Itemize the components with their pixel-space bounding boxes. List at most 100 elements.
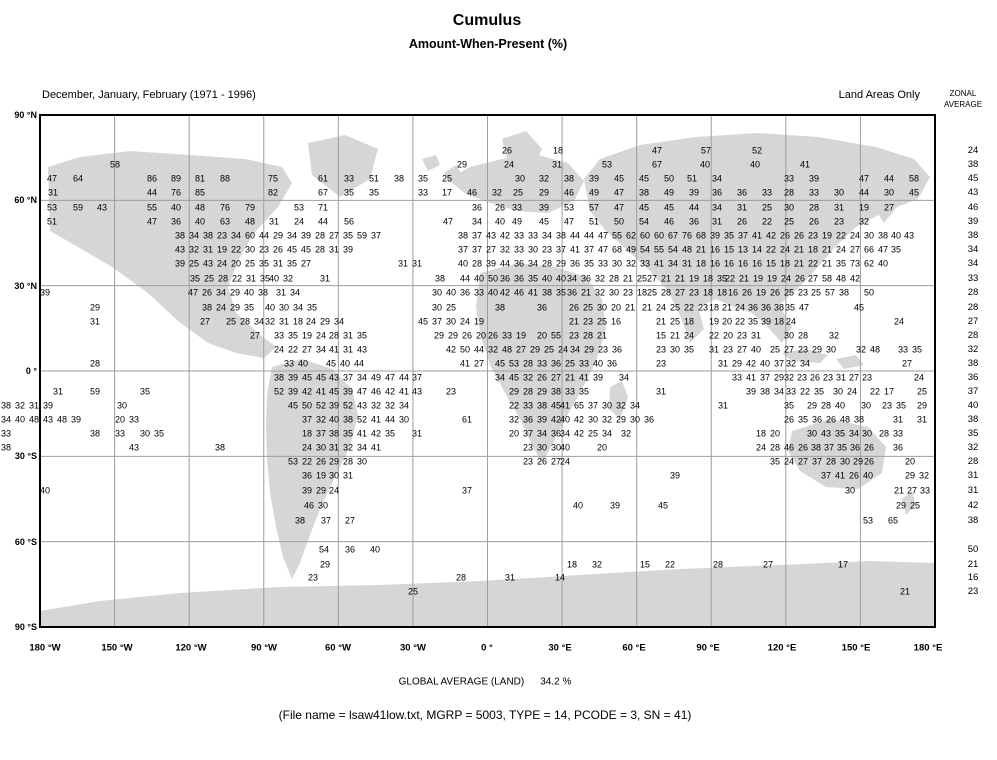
map-value: 41 [799, 159, 811, 170]
map-value: 37 [471, 230, 483, 241]
map-value: 38 [550, 386, 562, 397]
map-value: 55 [550, 330, 562, 341]
map-value: 29 [895, 500, 907, 511]
map-value: 45 [638, 202, 650, 213]
lat-axis-label: 90 °N [14, 110, 37, 120]
land-europe [448, 155, 584, 213]
map-value: 45 [494, 358, 506, 369]
map-value: 25 [203, 273, 215, 284]
map-value: 20 [536, 330, 548, 341]
map-value: 31 [275, 287, 287, 298]
lon-axis-label: 90 °W [251, 642, 277, 654]
map-value: 53 [287, 456, 299, 467]
map-value: 29 [508, 386, 520, 397]
map-value: 35 [797, 414, 809, 425]
map-value: 21 [669, 330, 681, 341]
map-value: 40 [749, 159, 761, 170]
map-value: 26 [536, 372, 548, 383]
map-value: 35 [784, 302, 796, 313]
map-value: 34 [601, 428, 613, 439]
map-value: 58 [908, 173, 920, 184]
map-value: 38 [174, 230, 186, 241]
map-value: 23 [445, 386, 457, 397]
map-value: 41 [527, 287, 539, 298]
map-value: 37 [342, 372, 354, 383]
map-value: 35 [287, 330, 299, 341]
map-value: 30 [860, 400, 872, 411]
map-value: 35 [555, 287, 567, 298]
map-value: 58 [109, 159, 121, 170]
map-value: 36 [611, 344, 623, 355]
file-note: (File name = lsaw41low.txt, MGRP = 5003,… [278, 708, 692, 722]
map-value: 46 [783, 442, 795, 453]
map-value: 15 [639, 559, 651, 570]
map-value: 31 [655, 386, 667, 397]
map-value: 30 [601, 400, 613, 411]
map-value: 38 [214, 442, 226, 453]
map-value: 21 [596, 330, 608, 341]
map-value: 34 [527, 258, 539, 269]
map-value: 39 [287, 386, 299, 397]
map-value: 26 [794, 273, 806, 284]
map-value: 19 [821, 230, 833, 241]
map-value: 18 [708, 302, 720, 313]
map-value: 23 [861, 372, 873, 383]
map-value: 43 [411, 386, 423, 397]
map-value: 44 [499, 258, 511, 269]
map-value: 24 [293, 216, 305, 227]
map-value: 76 [219, 202, 231, 213]
map-value: 52 [273, 386, 285, 397]
map-value: 38 [202, 230, 214, 241]
map-value: 41 [398, 386, 410, 397]
map-frame [39, 114, 936, 628]
map-value: 27 [646, 273, 658, 284]
map-value: 45 [417, 316, 429, 327]
map-value: 30 [244, 244, 256, 255]
map-value: 25 [244, 258, 256, 269]
map-value: 44 [569, 230, 581, 241]
map-value: 29 [272, 230, 284, 241]
map-value: 33 [522, 400, 534, 411]
map-value: 32 [858, 216, 870, 227]
land-british-isles [444, 165, 462, 183]
land-new-zealand [902, 491, 916, 515]
graticule-layer [40, 115, 935, 627]
map-value: 28 [314, 230, 326, 241]
map-value: 32 [783, 372, 795, 383]
map-value: 32 [538, 173, 550, 184]
map-value: 35 [139, 386, 151, 397]
map-value: 36 [688, 216, 700, 227]
map-value: 32 [14, 400, 26, 411]
map-value: 33 [273, 330, 285, 341]
map-value: 26 [315, 456, 327, 467]
map-value: 29 [806, 400, 818, 411]
map-value: 31 [411, 428, 423, 439]
map-value: 29 [319, 559, 331, 570]
map-value: 36 [849, 442, 861, 453]
map-value: 27 [473, 358, 485, 369]
map-value: 24 [783, 456, 795, 467]
land-australia [788, 419, 886, 489]
map-canvas [39, 114, 936, 628]
map-value: 30 [317, 500, 329, 511]
map-value: 35 [343, 187, 355, 198]
zonal-average-value: 31 [967, 485, 979, 496]
map-value: 27 [849, 244, 861, 255]
map-value: 23 [688, 287, 700, 298]
map-value: 25 [543, 344, 555, 355]
map-value: 40 [297, 358, 309, 369]
map-value: 32 [918, 470, 930, 481]
map-value: 25 [564, 358, 576, 369]
map-value: 38 [853, 414, 865, 425]
lon-axis-label: 180 °E [913, 642, 943, 654]
map-value: 40 [890, 230, 902, 241]
map-value: 16 [610, 316, 622, 327]
map-value: 86 [146, 173, 158, 184]
map-value: 45 [663, 202, 675, 213]
map-value: 44 [258, 230, 270, 241]
land-south-america [266, 359, 358, 579]
map-value: 27 [901, 358, 913, 369]
map-value: 31 [504, 572, 516, 583]
map-value: 35 [583, 258, 595, 269]
map-value: 40 [559, 442, 571, 453]
